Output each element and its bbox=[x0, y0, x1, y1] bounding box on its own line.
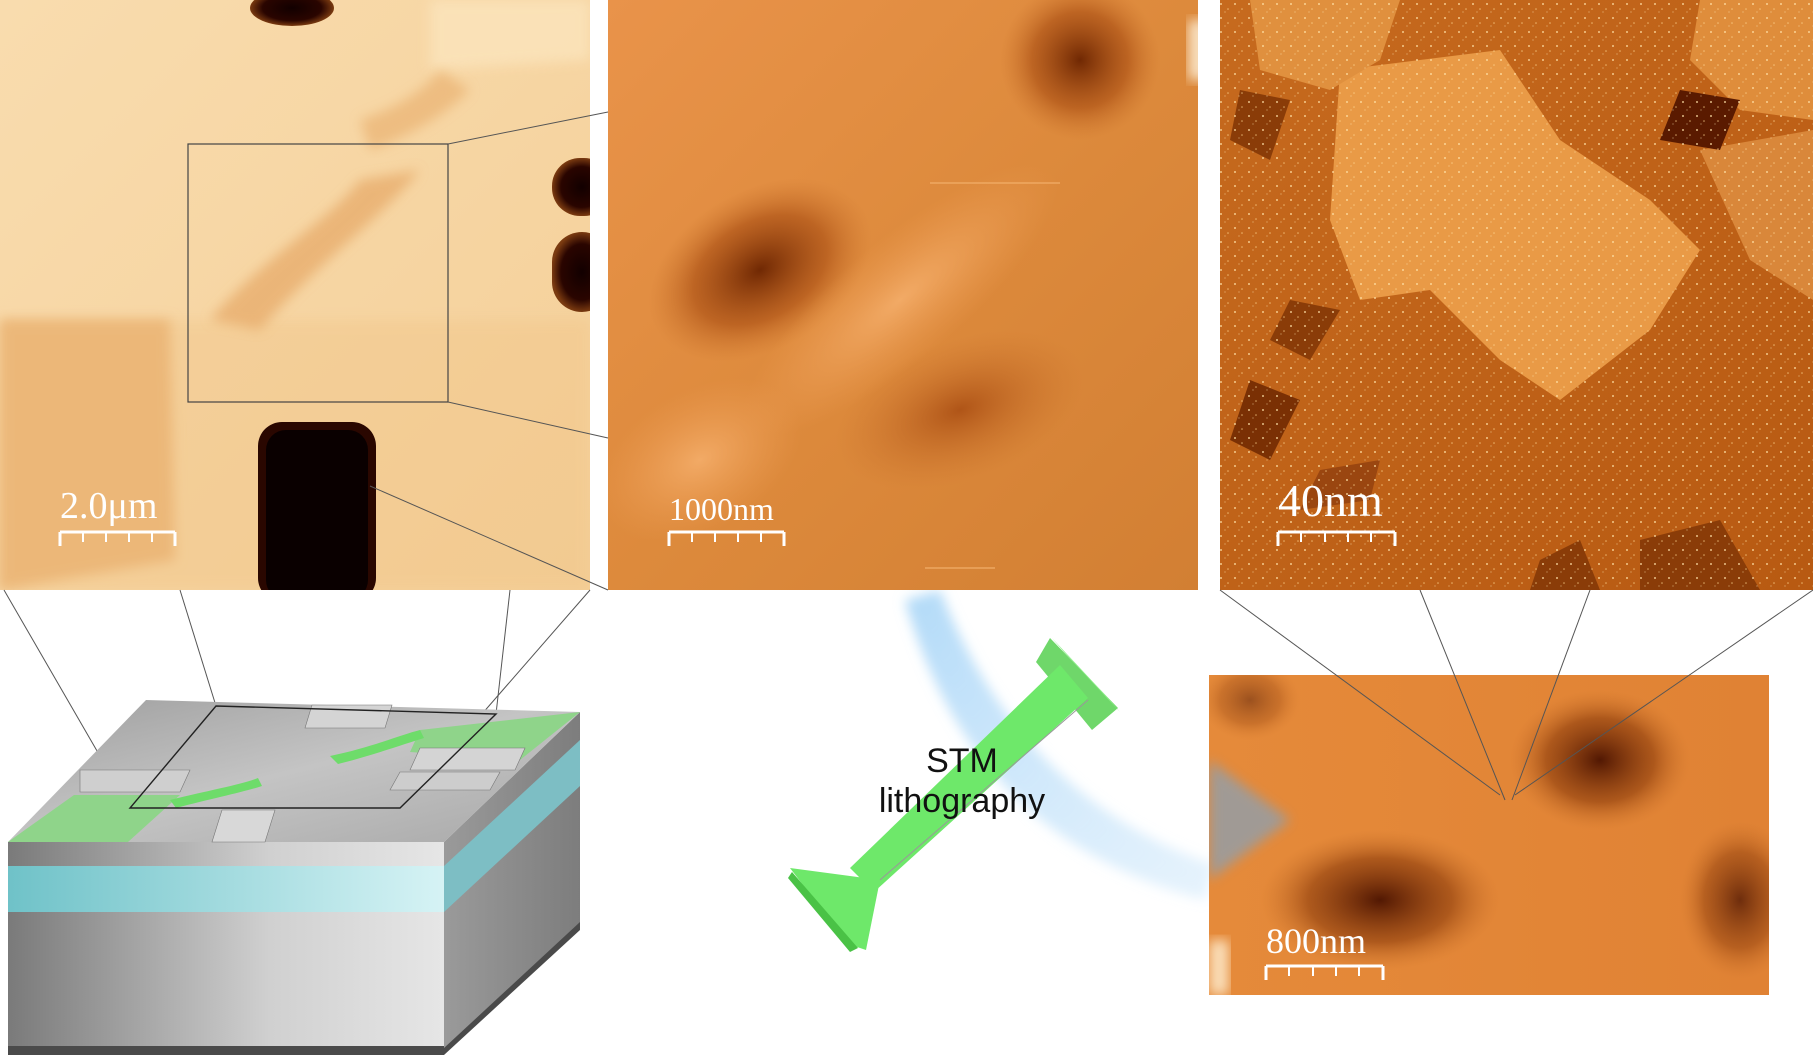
label-line-1: STM bbox=[926, 742, 998, 780]
scale-bar-label: 2.0μm bbox=[60, 485, 157, 527]
stm-terrace-image bbox=[1220, 0, 1813, 590]
device-schematic bbox=[8, 700, 580, 1055]
zoom-connector-lines bbox=[3, 111, 1813, 809]
scale-bar-4: 800nm bbox=[1264, 921, 1385, 980]
nanowire-structure bbox=[788, 638, 1120, 952]
process-arrow bbox=[905, 590, 1215, 900]
stm-lithography-image bbox=[1209, 675, 1769, 995]
scale-bar-2: 1000nm bbox=[667, 491, 786, 546]
afm-zoom-image bbox=[608, 0, 1198, 590]
scale-bar-1: 2.0μm bbox=[58, 485, 177, 546]
scale-bar-label: 40nm bbox=[1278, 475, 1383, 526]
label-line-2: lithography bbox=[879, 782, 1045, 820]
scale-bar-3: 40nm bbox=[1276, 475, 1397, 546]
afm-overview-image bbox=[0, 0, 590, 590]
scale-bar-label: 1000nm bbox=[669, 491, 774, 527]
stm-lithography-label: STM lithography bbox=[879, 742, 1045, 820]
scale-bar-label: 800nm bbox=[1266, 921, 1366, 961]
